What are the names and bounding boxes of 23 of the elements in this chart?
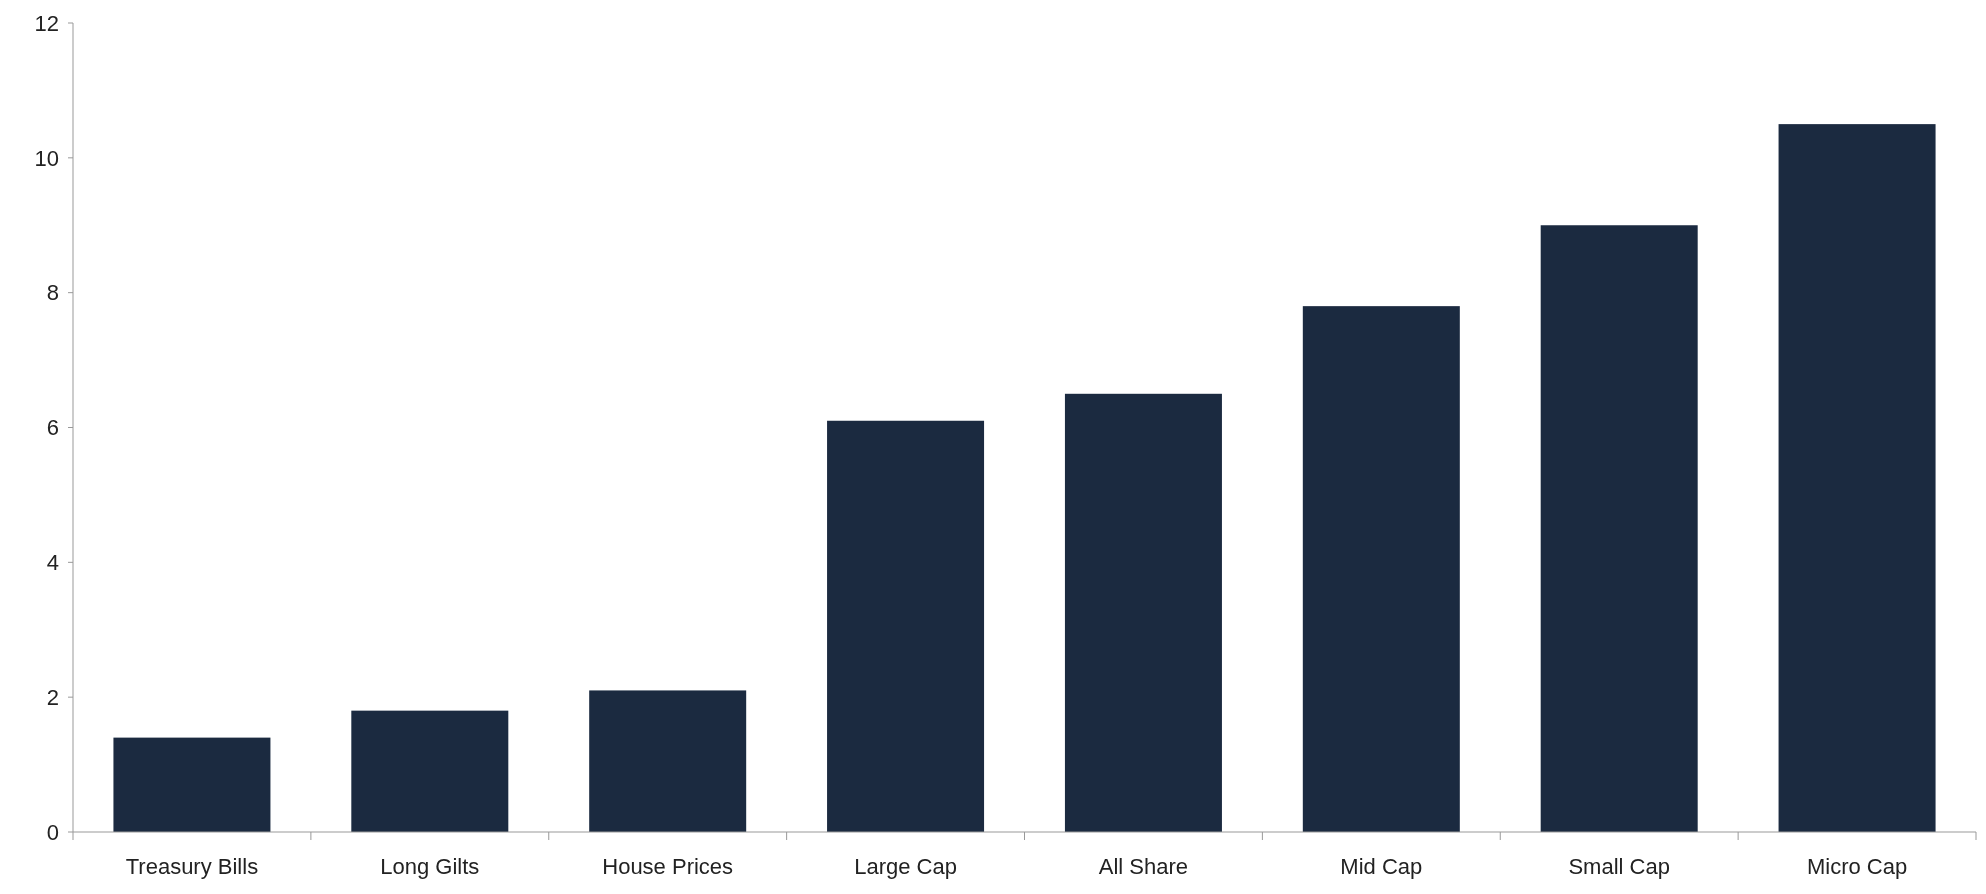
x-tick-label: Mid Cap: [1340, 854, 1423, 879]
x-tick-label: Micro Cap: [1806, 854, 1908, 879]
x-tick-label: Large Cap: [854, 854, 957, 879]
bar: [589, 690, 747, 832]
y-tick-label: 4: [46, 550, 59, 576]
bar: [827, 420, 985, 832]
bar: [1064, 393, 1222, 832]
y-tick-label: 2: [46, 684, 59, 710]
y-tick-label: 0: [46, 819, 59, 845]
x-tick-label: Small Cap: [1568, 854, 1670, 879]
bar: [1540, 225, 1698, 832]
y-tick-label: 12: [34, 10, 59, 36]
bar: [113, 737, 271, 832]
y-tick-label: 6: [46, 415, 59, 441]
bar: [1778, 124, 1936, 832]
bar: [1302, 306, 1460, 832]
y-tick-label: 10: [34, 145, 59, 171]
x-tick-label: House Prices: [602, 854, 734, 879]
y-tick-label: 8: [46, 280, 59, 306]
x-tick-label: Treasury Bills: [125, 854, 259, 879]
x-tick-label: All Share: [1098, 854, 1189, 879]
bar: [351, 710, 509, 832]
x-tick-label: Long Gilts: [380, 854, 480, 879]
